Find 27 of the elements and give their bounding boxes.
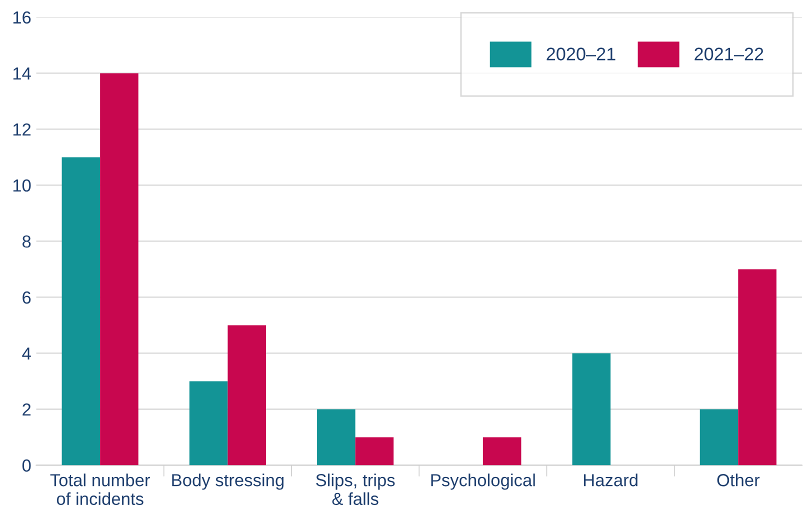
x-tick-label: Slips, trips & falls: [316, 474, 395, 506]
x-tick-label: Other: [717, 474, 760, 486]
y-tick-label: 16: [13, 11, 31, 24]
y-tick-label: 10: [13, 179, 31, 192]
x-tick-label: Psychological: [431, 474, 535, 490]
bar: [62, 157, 100, 466]
bar: [228, 325, 266, 466]
bar: [738, 269, 776, 466]
y-tick-label: 12: [13, 123, 31, 136]
y-tick-label: 0: [22, 459, 31, 472]
bar: [572, 353, 611, 466]
bar: [700, 409, 738, 466]
bar: [482, 437, 522, 466]
x-tick-label: Total number of incidents: [50, 474, 150, 506]
bar: [100, 73, 138, 466]
y-tick-label: 8: [22, 235, 31, 248]
y-tick-label: 2: [22, 403, 31, 416]
legend-label: 2021–22: [694, 48, 764, 60]
y-tick-label: 14: [13, 68, 31, 80]
bar: [317, 409, 356, 466]
y-tick-label: 6: [22, 291, 31, 304]
bar: [189, 381, 228, 466]
bar: [355, 437, 394, 466]
legend-label: 2020–21: [546, 48, 616, 60]
y-tick-label: 4: [22, 348, 31, 360]
x-tick-label: Hazard: [584, 474, 638, 486]
x-tick-label: Body stressing: [172, 474, 284, 490]
